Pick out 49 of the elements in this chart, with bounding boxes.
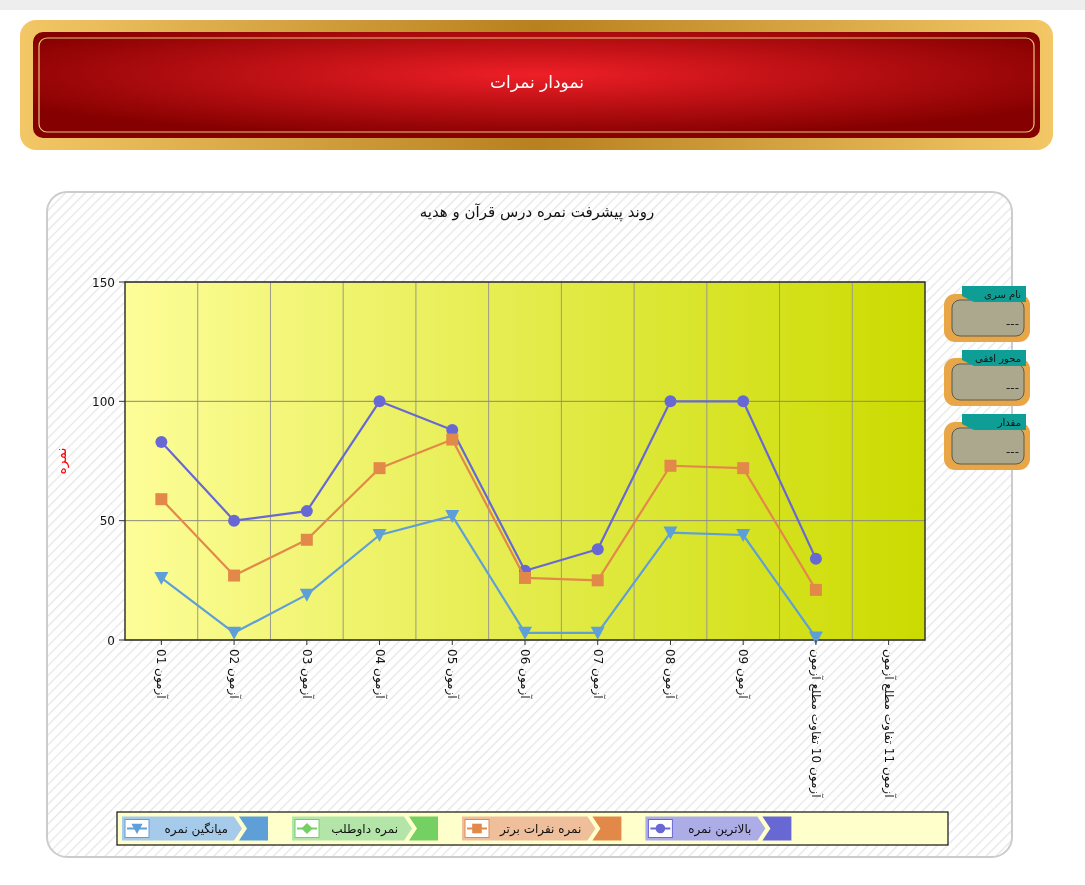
y-tick-label: 150 bbox=[92, 275, 115, 290]
point bbox=[299, 588, 314, 602]
point bbox=[519, 571, 531, 584]
point bbox=[373, 462, 386, 475]
y-tick-label: 50 bbox=[99, 514, 115, 529]
x-tick-label: آزمون 01 bbox=[153, 649, 170, 700]
point bbox=[737, 462, 750, 475]
point bbox=[518, 626, 532, 640]
point bbox=[590, 626, 605, 640]
point bbox=[155, 435, 168, 448]
y-tick-label: 0 bbox=[107, 633, 115, 648]
y-tick-label: 100 bbox=[92, 394, 115, 409]
point bbox=[736, 528, 751, 542]
point bbox=[664, 395, 677, 408]
point bbox=[445, 509, 460, 523]
chart-title: نمودار نمرات bbox=[490, 72, 584, 92]
x-tick-label: آزمون 08 bbox=[662, 649, 679, 700]
point bbox=[154, 571, 169, 585]
chart-subtitle: روند پیشرفت نمره درس قرآن و هدیه bbox=[419, 203, 655, 222]
x-tick-label: آزمون 07 bbox=[589, 649, 606, 700]
legend-label: میانگین نمره bbox=[164, 822, 228, 837]
point bbox=[591, 543, 604, 556]
point bbox=[372, 528, 387, 542]
x-tick-label: آزمون 11 تفاوت مطلع آزمون bbox=[880, 649, 897, 799]
x-tick-label: آزمون 09 bbox=[735, 649, 752, 700]
x-tick-label: آزمون 02 bbox=[226, 649, 243, 700]
legend-label: نمره داوطلب bbox=[331, 822, 398, 837]
point bbox=[809, 552, 822, 565]
legend-label: نمره نفرات برتر bbox=[499, 822, 582, 837]
point bbox=[373, 395, 386, 408]
point bbox=[446, 433, 459, 446]
point bbox=[300, 505, 313, 518]
x-tick-label: آزمون 05 bbox=[444, 649, 461, 700]
point bbox=[591, 574, 604, 587]
point bbox=[809, 583, 822, 596]
point bbox=[228, 514, 241, 527]
x-tick-label: آزمون 04 bbox=[371, 649, 388, 700]
point bbox=[737, 395, 750, 408]
y-axis-title: نمره bbox=[53, 447, 70, 475]
point bbox=[227, 626, 242, 640]
legend-label: بالاترین نمره bbox=[688, 822, 752, 837]
point bbox=[663, 526, 678, 540]
x-tick-label: آزمون 10 تفاوت مطلع آزمون bbox=[807, 649, 824, 799]
x-tick-label: آزمون 03 bbox=[298, 649, 315, 700]
point bbox=[664, 459, 677, 472]
point bbox=[155, 493, 168, 506]
point bbox=[300, 533, 313, 546]
x-tick-label: آزمون 06 bbox=[517, 649, 533, 700]
point bbox=[228, 569, 241, 582]
